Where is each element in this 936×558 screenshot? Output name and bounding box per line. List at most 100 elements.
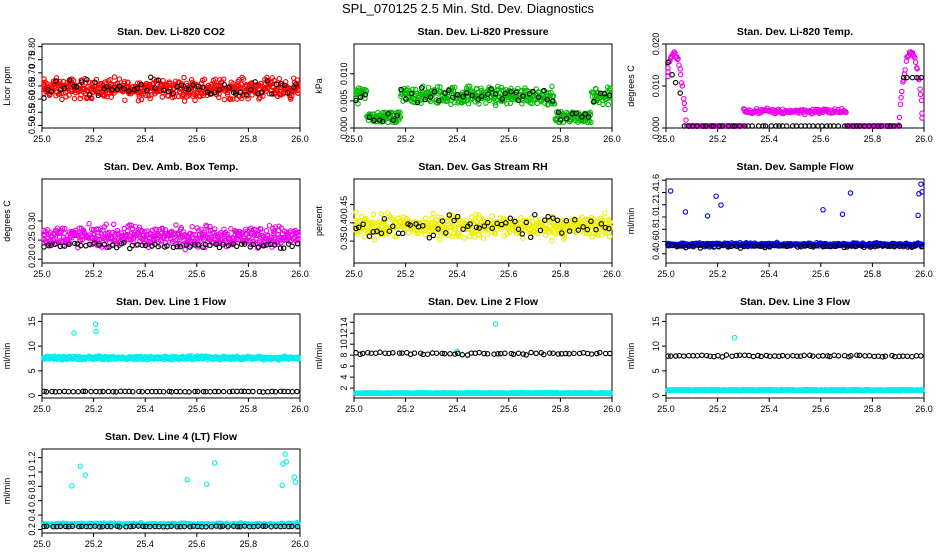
data-point-all — [714, 194, 718, 198]
data-point-all — [372, 237, 376, 241]
data-point-subset — [266, 390, 270, 394]
x-tick-label: 26.0 — [915, 404, 933, 414]
data-point-all — [919, 98, 923, 102]
data-point-subset — [832, 353, 836, 357]
data-point-all — [840, 212, 844, 216]
x-tick-label: 25.8 — [552, 404, 570, 414]
x-tick-label: 25.8 — [864, 404, 882, 414]
data-point-all — [277, 77, 281, 81]
x-tick-label: 25.8 — [552, 269, 570, 279]
x-tick-label: 25.4 — [760, 269, 778, 279]
y-axis-label: degrees C — [2, 200, 12, 242]
y-tick-label: 0 — [27, 393, 37, 398]
data-point-subset — [426, 352, 430, 356]
x-tick-label: 25.8 — [552, 134, 570, 144]
data-point-subset — [816, 354, 820, 358]
data-point-all — [430, 216, 434, 220]
x-tick-label: 25.6 — [500, 134, 518, 144]
x-tick-label: 25.6 — [188, 134, 206, 144]
y-tick-label: 1.2 — [27, 451, 37, 464]
data-point-subset — [747, 353, 751, 357]
x-tick-label: 26.0 — [291, 404, 309, 414]
data-point-all — [379, 212, 383, 216]
y-tick-label: 1.0 — [27, 466, 37, 479]
data-point-subset — [821, 354, 825, 358]
data-points — [354, 210, 612, 243]
data-point-subset — [836, 354, 840, 358]
data-point-all — [603, 211, 607, 215]
y-tick-label: 0.000 — [339, 117, 349, 140]
y-tick-label: 15 — [27, 316, 37, 326]
data-point-subset — [235, 389, 239, 393]
x-tick-label: 25.0 — [33, 539, 51, 549]
data-point-all — [462, 236, 466, 240]
data-point-all — [190, 225, 194, 229]
y-tick-label: 0.6 — [651, 235, 661, 248]
x-tick-label: 25.2 — [85, 539, 103, 549]
data-point-subset — [700, 353, 704, 357]
y-tick-label: 1.0 — [651, 211, 661, 224]
data-point-all — [607, 234, 611, 238]
data-point-all — [112, 222, 116, 226]
x-tick-label: 25.2 — [397, 404, 415, 414]
y-tick-label: 10 — [339, 339, 349, 349]
data-point-all — [705, 214, 709, 218]
x-tick-label: 25.8 — [864, 134, 882, 144]
data-point-subset — [910, 75, 914, 79]
data-point-all — [899, 95, 903, 99]
data-point-all — [682, 97, 686, 101]
x-tick-label: 25.6 — [812, 134, 830, 144]
x-tick-label: 25.8 — [240, 404, 258, 414]
x-tick-label: 25.0 — [657, 404, 675, 414]
x-tick-label: 26.0 — [603, 134, 621, 144]
data-point-all — [123, 98, 127, 102]
data-point-all — [222, 97, 226, 101]
data-point-subset — [785, 354, 789, 358]
data-point-all — [900, 89, 904, 93]
y-axis-label: Licor ppm — [2, 66, 12, 106]
data-point-subset — [114, 390, 118, 394]
x-tick-label: 25.4 — [136, 134, 154, 144]
x-tick-label: 26.0 — [603, 269, 621, 279]
y-tick-label: 10 — [27, 341, 37, 351]
y-tick-label: 0.020 — [651, 33, 661, 56]
data-point-all — [668, 189, 672, 193]
y-tick-label: 15 — [651, 316, 661, 326]
data-point-all — [60, 97, 64, 101]
data-point-all — [371, 212, 375, 216]
data-point-all — [94, 329, 98, 333]
x-tick-label: 25.6 — [812, 269, 830, 279]
y-tick-label: 4 — [339, 375, 349, 380]
data-point-subset — [106, 389, 110, 393]
y-tick-label: 8 — [339, 353, 349, 358]
data-point-all — [678, 72, 682, 76]
data-point-all — [898, 102, 902, 106]
chart-title: Stan. Dev. Gas Stream RH — [418, 161, 547, 173]
x-tick-label: 25.2 — [709, 404, 727, 414]
data-point-all — [918, 87, 922, 91]
data-point-all — [493, 322, 497, 326]
x-tick-label: 25.2 — [397, 269, 415, 279]
data-points — [42, 452, 300, 529]
data-point-all — [916, 213, 920, 217]
data-point-subset — [290, 244, 294, 248]
y-tick-label: 1.4 — [651, 186, 661, 199]
x-tick-label: 25.6 — [812, 404, 830, 414]
data-point-subset — [867, 354, 871, 358]
data-point-all — [87, 222, 91, 226]
x-tick-label: 25.0 — [345, 404, 363, 414]
plot-frame — [666, 44, 924, 128]
y-tick-label: 0.35 — [339, 232, 349, 250]
data-point-subset — [773, 354, 777, 358]
data-point-subset — [529, 350, 533, 354]
y-axis-label: ml/min — [626, 343, 636, 370]
